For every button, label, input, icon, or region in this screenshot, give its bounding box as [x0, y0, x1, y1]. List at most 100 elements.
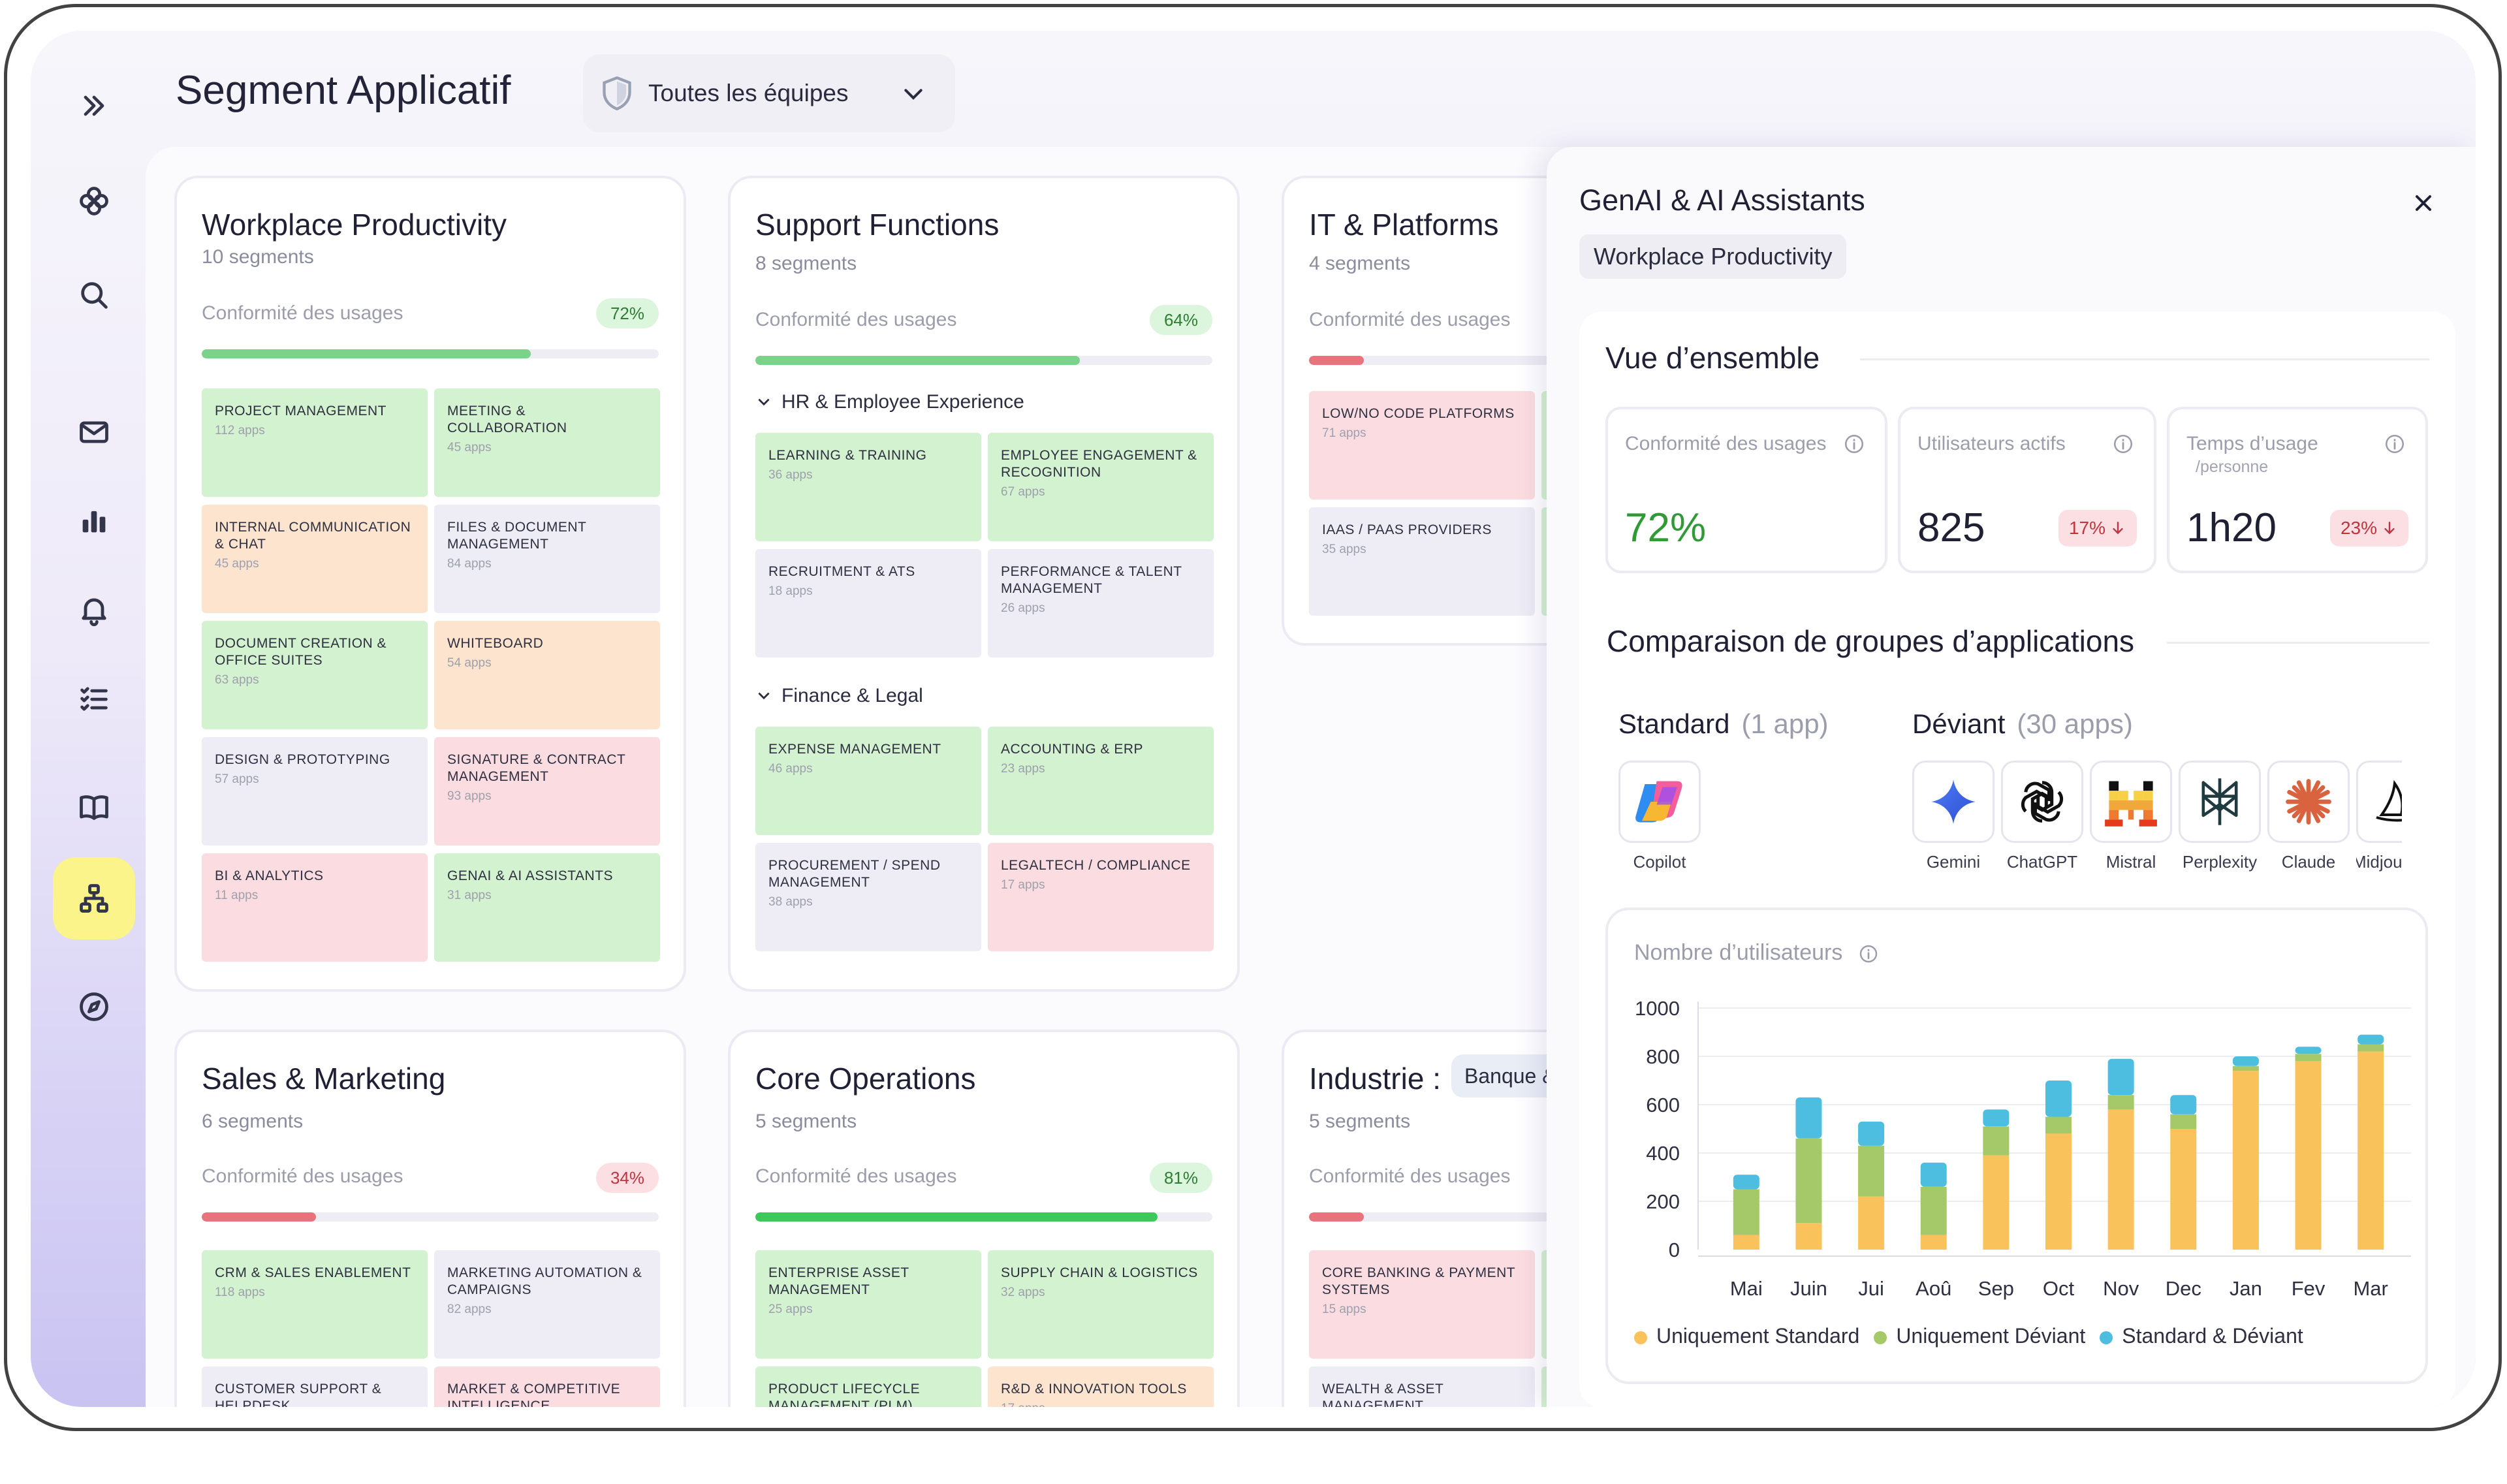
- segment-tile[interactable]: R&D & INNOVATION TOOLS 17 apps: [988, 1366, 1214, 1407]
- legend-item[interactable]: Uniquement Standard: [1634, 1324, 1859, 1348]
- card-title: IT & Platforms: [1309, 208, 1499, 242]
- segment-tile-name: PROJECT MANAGEMENT: [215, 403, 386, 418]
- segment-tile[interactable]: DESIGN & PROTOTYPING 57 apps: [202, 737, 428, 845]
- app-perplexity[interactable]: [2179, 761, 2261, 843]
- segment-card-core-operations[interactable]: Core Operations 5 segments Conformité de…: [728, 1030, 1240, 1407]
- compass-icon: [80, 992, 108, 1021]
- segment-tile[interactable]: PERFORMANCE & TALENT MANAGEMENT 26 apps: [988, 549, 1214, 657]
- app-claude[interactable]: [2267, 761, 2350, 843]
- bar-segment: [1795, 1138, 1822, 1224]
- segments-grid: Workplace Productivity 10 segments Confo…: [146, 147, 2476, 1407]
- segment-tile[interactable]: CUSTOMER SUPPORT & HELPDESK: [202, 1366, 428, 1407]
- segment-tile[interactable]: DOCUMENT CREATION & OFFICE SUITES 63 apps: [202, 621, 428, 729]
- search-button[interactable]: [58, 259, 130, 331]
- midjourney-icon: [2376, 780, 2402, 822]
- segment-tile[interactable]: PROCUREMENT / SPEND MANAGEMENT 38 apps: [755, 843, 981, 951]
- segment-tile-name: PROCUREMENT / SPEND MANAGEMENT: [768, 858, 941, 890]
- segment-tile-name: BI & ANALYTICS: [215, 868, 324, 883]
- bar-segment: [1858, 1196, 1885, 1250]
- app-mistral[interactable]: [2090, 761, 2172, 843]
- segment-tile[interactable]: CRM & SALES ENABLEMENT 118 apps: [202, 1250, 428, 1359]
- app-chatgpt[interactable]: [2001, 761, 2083, 843]
- panel-category-tag[interactable]: Workplace Productivity: [1579, 234, 1847, 279]
- segment-tile[interactable]: WEALTH & ASSET MANAGEMENT: [1309, 1366, 1535, 1407]
- logo-button[interactable]: [58, 165, 130, 237]
- bell-icon: [82, 598, 106, 627]
- trend-value: 23%: [2340, 518, 2377, 538]
- segment-tile[interactable]: MARKET & COMPETITIVE INTELLIGENCE: [434, 1366, 660, 1407]
- segment-tile[interactable]: SUPPLY CHAIN & LOGISTICS 32 apps: [988, 1250, 1214, 1359]
- app-gemini[interactable]: [1912, 761, 1995, 843]
- expand-sidebar-button[interactable]: [58, 70, 130, 142]
- expand-icon: [84, 95, 104, 116]
- segment-tile-app-count: 54 apps: [447, 656, 492, 670]
- group-header-hr[interactable]: HR & Employee Experience: [755, 391, 1024, 413]
- stat-value: 1h20: [2186, 505, 2277, 550]
- bar-segment: [1733, 1175, 1759, 1190]
- segments-button[interactable]: [53, 857, 135, 939]
- bar-segment: [2295, 1054, 2322, 1062]
- segment-tile[interactable]: PROJECT MANAGEMENT 112 apps: [202, 388, 428, 497]
- segment-tile[interactable]: LEARNING & TRAINING 36 apps: [755, 433, 981, 541]
- segment-tile[interactable]: MEETING & COLLABORATION 45 apps: [434, 388, 660, 497]
- segment-tile[interactable]: CORE BANKING & PAYMENT SYSTEMS 15 apps: [1309, 1250, 1535, 1359]
- segment-tile[interactable]: IAAS / PAAS PROVIDERS 35 apps: [1309, 507, 1535, 616]
- info-icon[interactable]: [2384, 433, 2406, 455]
- y-tick-label: 600: [1646, 1094, 1680, 1116]
- info-icon[interactable]: [2112, 433, 2134, 455]
- segment-card-workplace-productivity[interactable]: Workplace Productivity 10 segments Confo…: [174, 176, 686, 992]
- segment-tile[interactable]: RECRUITMENT & ATS 18 apps: [755, 549, 981, 657]
- team-select[interactable]: Toutes les équipes: [583, 54, 955, 133]
- segment-tile[interactable]: LEGALTECH / COMPLIANCE 17 apps: [988, 843, 1214, 951]
- segment-tile-name: LEGALTECH / COMPLIANCE: [1001, 858, 1191, 873]
- app-name: Claude: [2281, 852, 2336, 872]
- segment-card-support-functions[interactable]: Support Functions 8 segments Conformité …: [728, 176, 1240, 992]
- segment-tile[interactable]: LOW/NO CODE PLATFORMS 71 apps: [1309, 391, 1535, 499]
- explore-button[interactable]: [58, 971, 130, 1043]
- panel-title: GenAI & AI Assistants: [1579, 183, 1865, 217]
- page-title: Segment Applicatif: [176, 68, 511, 113]
- tasks-button[interactable]: [58, 663, 130, 734]
- conformity-bar-fill: [755, 356, 1080, 365]
- segment-tile[interactable]: EMPLOYEE ENGAGEMENT & RECOGNITION 67 apps: [988, 433, 1214, 541]
- segment-tile[interactable]: BI & ANALYTICS 11 apps: [202, 853, 428, 962]
- conformity-badge: 34%: [595, 1163, 659, 1193]
- legend-item[interactable]: Uniquement Déviant: [1874, 1324, 2085, 1348]
- notifications-button[interactable]: [58, 574, 130, 646]
- checklist-icon: [80, 687, 108, 711]
- segment-tile-app-count: 63 apps: [215, 673, 259, 687]
- analytics-button[interactable]: [58, 485, 130, 557]
- segment-tile[interactable]: PRODUCT LIFECYCLE MANAGEMENT (PLM): [755, 1366, 981, 1407]
- segment-tile[interactable]: FILES & DOCUMENT MANAGEMENT 84 apps: [434, 505, 660, 613]
- app-name: Gemini: [1926, 852, 1981, 872]
- library-button[interactable]: [58, 771, 130, 843]
- legend-item[interactable]: Standard & Déviant: [2100, 1324, 2303, 1348]
- segment-tile[interactable]: GENAI & AI ASSISTANTS 31 apps: [434, 853, 660, 962]
- bar-segment: [1733, 1235, 1759, 1250]
- segment-card-sales-marketing[interactable]: Sales & Marketing 6 segments Conformité …: [174, 1030, 686, 1407]
- bar-segment: [1983, 1109, 2010, 1127]
- group-header-finance[interactable]: Finance & Legal: [755, 685, 923, 707]
- device-frame: Segment Applicatif Toutes les équipes Wo…: [4, 4, 2502, 1431]
- segment-tile-app-count: 45 apps: [447, 441, 492, 454]
- book-icon: [80, 795, 108, 820]
- close-icon[interactable]: [2410, 190, 2436, 216]
- info-icon[interactable]: [1843, 433, 1865, 455]
- segment-tile[interactable]: MARKETING AUTOMATION & CAMPAIGNS 82 apps: [434, 1250, 660, 1359]
- chevron-down-icon: [904, 89, 922, 100]
- app-midjourney[interactable]: [2356, 761, 2402, 843]
- mail-button[interactable]: [58, 396, 130, 468]
- info-icon[interactable]: [1858, 943, 1879, 964]
- claude-icon: [2286, 779, 2331, 825]
- segment-tile[interactable]: INTERNAL COMMUNICATION & CHAT 45 apps: [202, 505, 428, 613]
- trend-badge: 17%: [2058, 510, 2137, 546]
- conformity-label: Conformité des usages: [1309, 1165, 1511, 1187]
- segment-tile[interactable]: SIGNATURE & CONTRACT MANAGEMENT 93 apps: [434, 737, 660, 845]
- segment-tile[interactable]: ENTERPRISE ASSET MANAGEMENT 25 apps: [755, 1250, 981, 1359]
- app-copilot[interactable]: [1618, 761, 1701, 843]
- segment-tile[interactable]: WHITEBOARD 54 apps: [434, 621, 660, 729]
- segment-tile-name: R&D & INNOVATION TOOLS: [1001, 1381, 1187, 1397]
- segment-tile[interactable]: ACCOUNTING & ERP 23 apps: [988, 727, 1214, 835]
- segment-tile-name: INTERNAL COMMUNICATION & CHAT: [215, 520, 411, 552]
- segment-tile[interactable]: EXPENSE MANAGEMENT 46 apps: [755, 727, 981, 835]
